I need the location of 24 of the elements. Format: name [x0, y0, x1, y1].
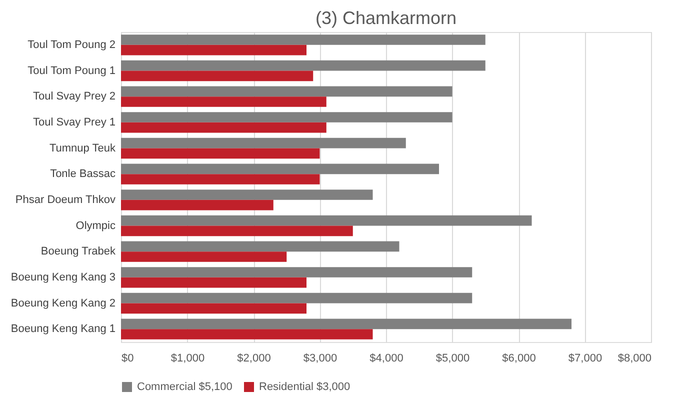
x-tick-label: $5,000	[436, 352, 470, 364]
x-tick-label: $1,000	[170, 352, 205, 364]
y-tick-label: Toul Svay Prey 1	[32, 116, 116, 128]
legend-label: Commercial $5,100	[137, 381, 232, 393]
x-tick-label: $4,000	[370, 352, 404, 364]
chart-title: (3) Chamkarmorn	[315, 8, 457, 28]
y-tick-label: Toul Svay Prey 2	[32, 90, 116, 103]
y-tick-label: Olympic	[76, 220, 116, 232]
y-tick-label: Toul Tom Poung 1	[28, 64, 116, 77]
x-tick-label: $8,000	[618, 352, 652, 364]
y-tick-label: Tumnup Teuk	[49, 142, 116, 154]
x-tick-label: $2,000	[237, 352, 271, 364]
x-tick-label: $3,000	[303, 352, 338, 364]
y-tick-label: Boeung Keng Kang 3	[10, 271, 116, 284]
y-tick-label: Phsar Doeum Thkov	[15, 194, 116, 206]
x-tick-label: $6,000	[502, 352, 536, 364]
y-tick-label: Boeung Keng Kang 1	[10, 323, 116, 336]
x-tick-label: $7,000	[568, 352, 602, 364]
y-tick-label: Toul Tom Poung 2	[28, 38, 116, 51]
x-tick-label: $0	[122, 352, 134, 364]
y-tick-label: Boeung Keng Kang 2	[10, 297, 116, 310]
y-tick-label: Boeung Trabek	[40, 246, 116, 258]
y-tick-label: Tonle Bassac	[50, 168, 116, 180]
legend-label: Residential $3,000	[259, 381, 350, 393]
